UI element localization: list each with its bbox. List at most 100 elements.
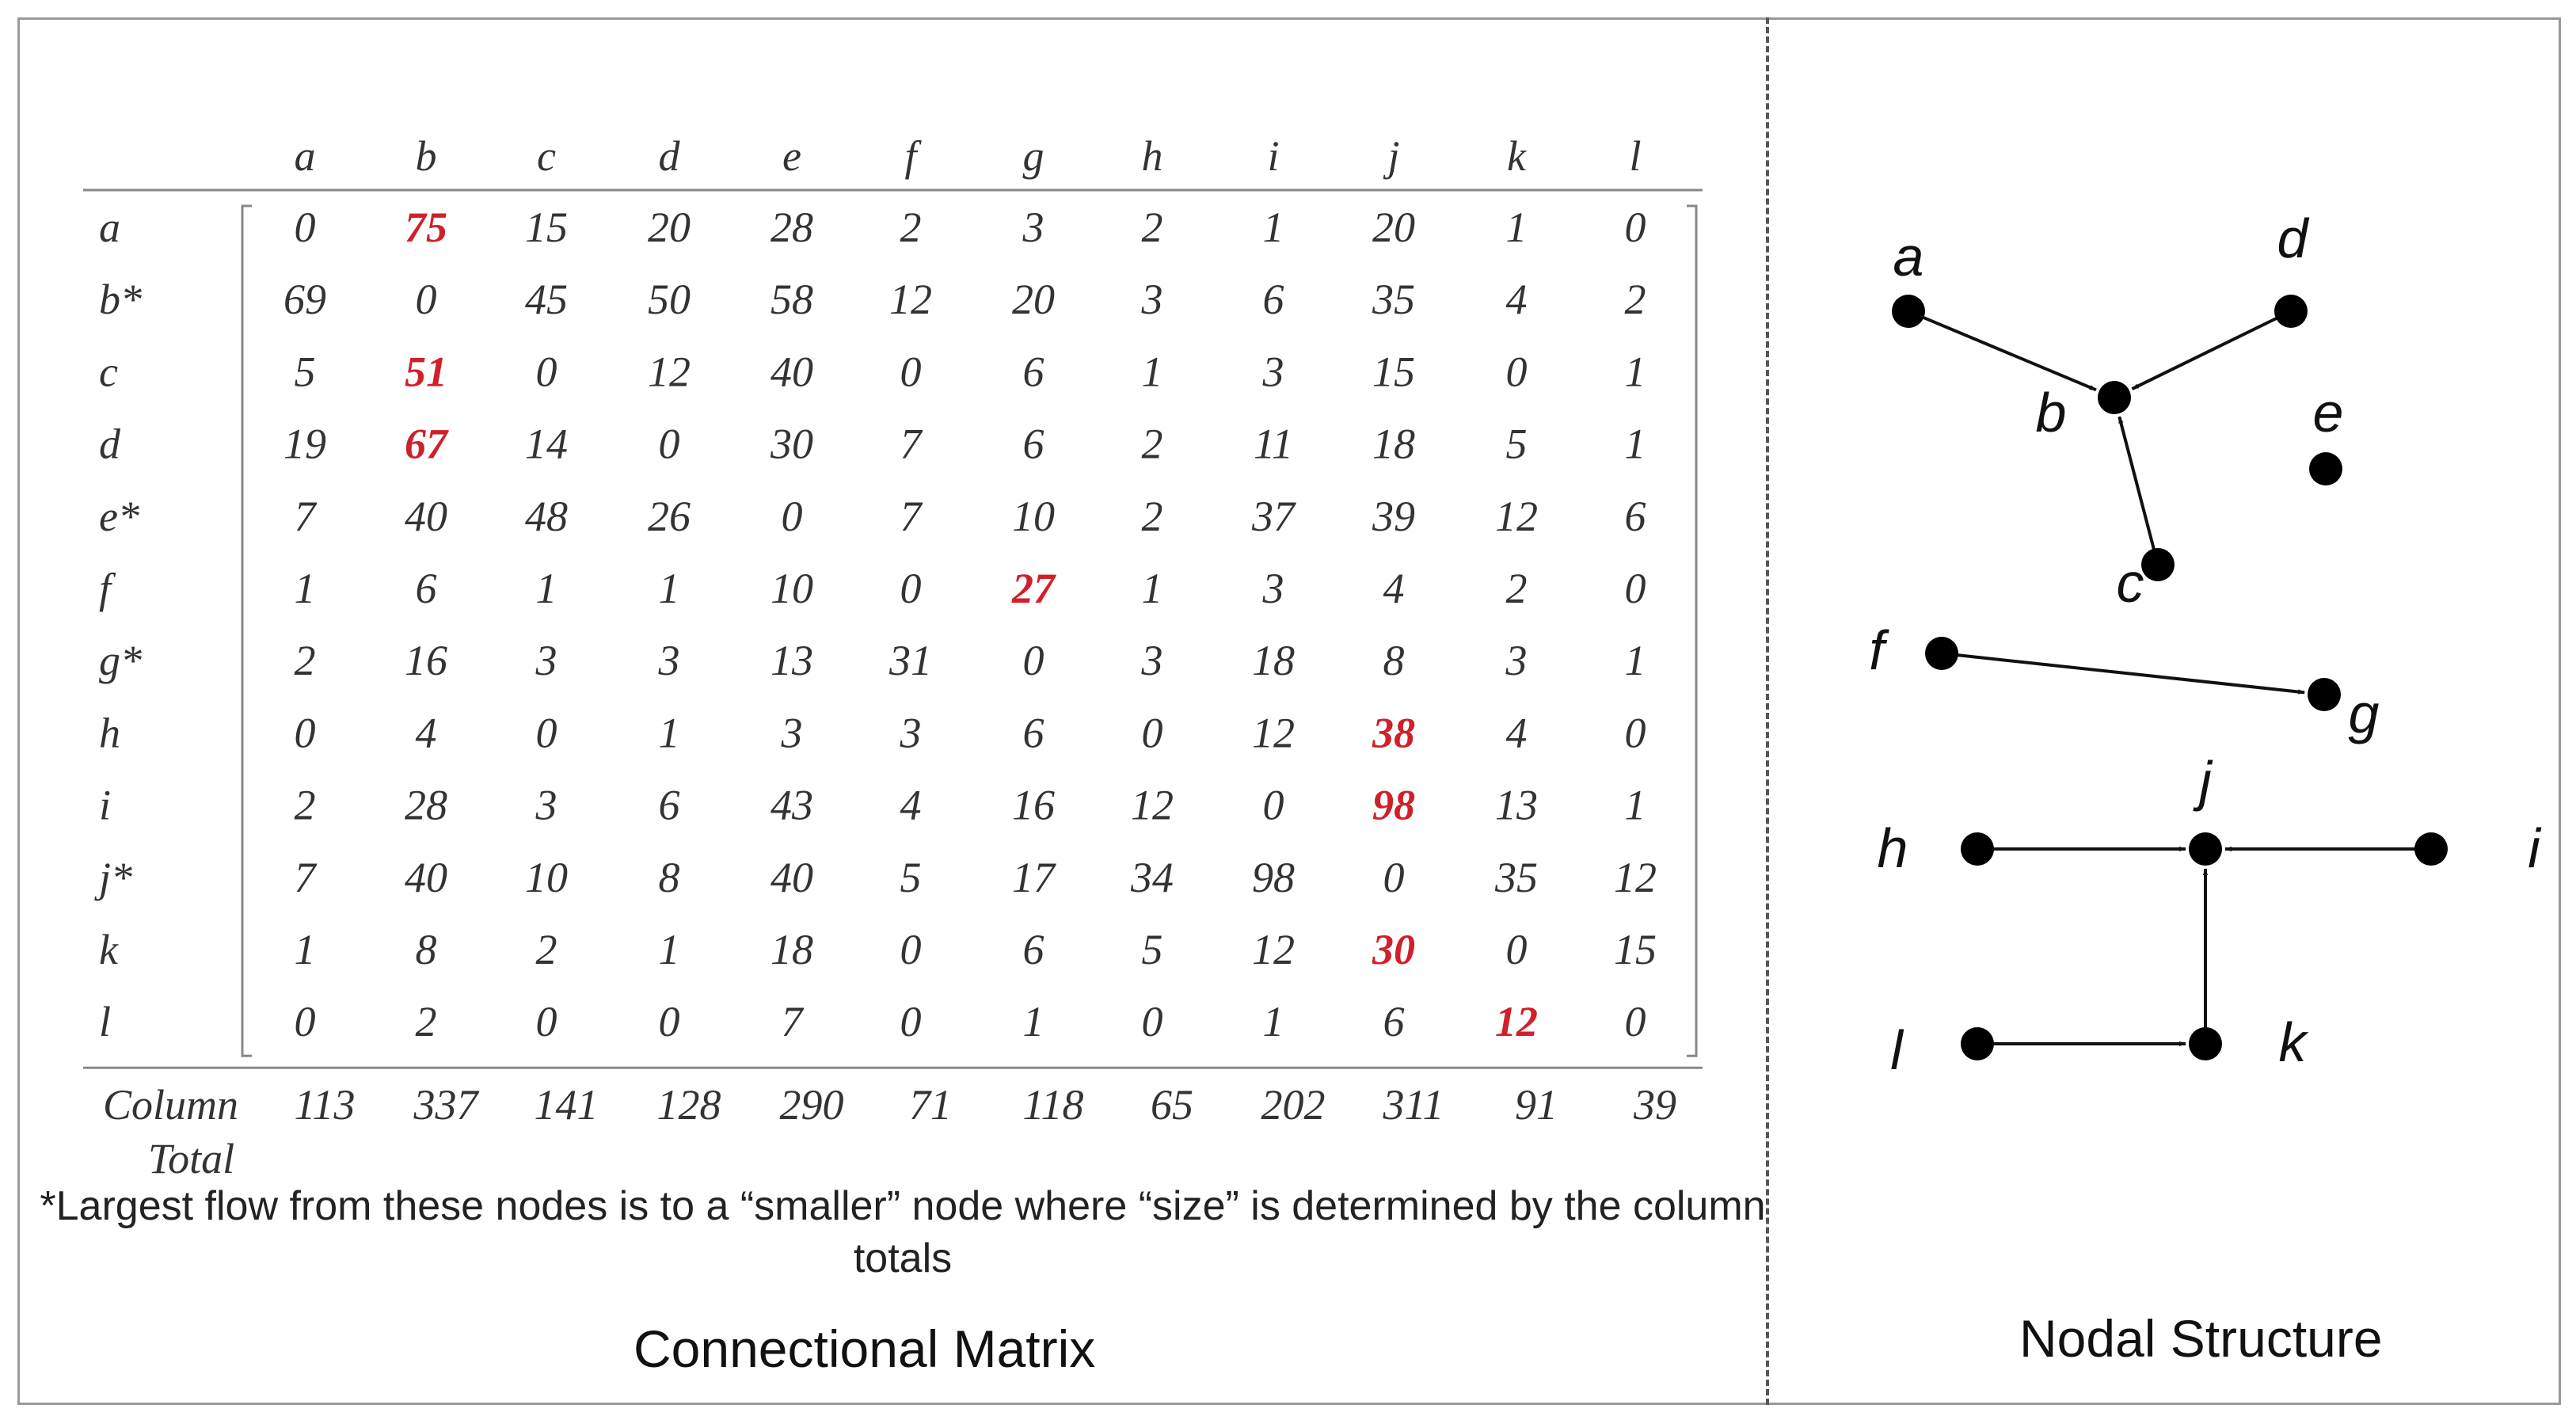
column-header: b: [416, 132, 437, 180]
matrix-cell: 3: [1141, 276, 1163, 323]
matrix-cell: 1: [1263, 998, 1284, 1045]
matrix-cell: 2: [536, 926, 557, 973]
matrix-cell: 30: [770, 421, 813, 468]
totals-label-line1: Column: [103, 1081, 238, 1129]
node-label-l: l: [1890, 1019, 1904, 1081]
matrix-cell: 8: [416, 926, 437, 973]
column-header: i: [1267, 132, 1279, 180]
matrix-cell: 2: [1142, 493, 1163, 540]
matrix-cell: 20: [1012, 276, 1055, 323]
matrix-cell: 0: [659, 421, 680, 468]
matrix-cell: 40: [405, 493, 447, 540]
node-j: [2189, 832, 2222, 866]
matrix-cell: 4: [416, 709, 437, 756]
column-header: h: [1142, 132, 1163, 180]
matrix-cell: 6: [1263, 276, 1284, 323]
matrix-cell: 4: [1383, 565, 1405, 612]
matrix-cell: 34: [1130, 854, 1174, 901]
matrix-cell: 16: [405, 637, 447, 684]
matrix-cell: 1: [1263, 204, 1284, 251]
node-a: [1892, 295, 1925, 328]
matrix-cell: 0: [900, 998, 922, 1045]
matrix-cell: 28: [405, 782, 447, 829]
matrix-cell: 15: [1372, 348, 1415, 395]
matrix-cell: 6: [1383, 998, 1405, 1045]
matrix-cell: 5: [900, 854, 922, 901]
node-c: [2141, 548, 2175, 581]
matrix-cell: 12: [1252, 926, 1295, 973]
node-label-j: j: [2193, 750, 2213, 812]
matrix-cell: 7: [900, 421, 923, 468]
matrix-cell: 37: [1251, 493, 1296, 540]
column-total: 118: [1023, 1081, 1084, 1129]
matrix-cell: 3: [658, 637, 680, 684]
matrix-cell: 3: [1505, 637, 1528, 684]
matrix-cell: 39: [1372, 493, 1415, 540]
matrix-cell: 16: [1012, 782, 1055, 829]
node-label-f: f: [1869, 619, 1889, 681]
column-total: 65: [1151, 1081, 1193, 1129]
matrix-cell: 69: [283, 276, 326, 323]
matrix-cell: 19: [283, 421, 326, 468]
matrix-cell: 43: [771, 782, 813, 829]
node-h: [1961, 832, 1994, 866]
right-panel-title: Nodal Structure: [2019, 1309, 2383, 1368]
matrix-right-bracket: [1687, 204, 1698, 1057]
matrix-cell: 2: [900, 204, 922, 251]
matrix-cell: 0: [295, 998, 316, 1045]
matrix-cell: 2: [295, 782, 316, 829]
matrix-cell-highlighted: 38: [1372, 709, 1415, 756]
edge-a-to-b: [1908, 310, 2097, 392]
matrix-cell: 1: [1625, 782, 1646, 829]
matrix-cell-highlighted: 51: [405, 348, 447, 395]
column-total: 311: [1383, 1081, 1444, 1129]
matrix-cell: 6: [1023, 926, 1044, 973]
matrix-cell: 0: [1625, 565, 1646, 612]
column-header: l: [1629, 132, 1641, 180]
column-header: g: [1023, 132, 1044, 180]
matrix-cell: 3: [535, 782, 557, 829]
matrix-cell: 3: [781, 709, 803, 756]
matrix-cell: 15: [1614, 926, 1657, 973]
matrix-cell-highlighted: 30: [1372, 926, 1415, 973]
matrix-cell: 7: [295, 854, 318, 901]
column-total: 128: [657, 1081, 721, 1129]
node-label-b: b: [2036, 382, 2067, 444]
matrix-cell: 17: [1012, 854, 1056, 901]
node-i: [2414, 832, 2448, 866]
matrix-cell-highlighted: 12: [1495, 998, 1538, 1045]
matrix-cell: 3: [1022, 204, 1044, 251]
footnote: *Largest flow from these nodes is to a “…: [40, 1183, 1766, 1281]
node-g: [2308, 678, 2341, 711]
matrix-cell: 7: [295, 493, 318, 540]
connectional-matrix: a b c d e f g h i j k la 0 75 15 20 28 2 3 2 1 20 1 0b* 69 0 45 50 5…: [83, 132, 1703, 1182]
matrix-cell: 0: [1383, 854, 1405, 901]
matrix-cell: 10: [771, 565, 813, 612]
node-label-d: d: [2277, 207, 2310, 269]
column-total: 290: [780, 1081, 844, 1129]
matrix-cell: 7: [782, 998, 805, 1045]
matrix-cell: 3: [1262, 565, 1284, 612]
matrix-cell: 3: [900, 709, 922, 756]
matrix-cell: 0: [1142, 709, 1163, 756]
matrix-left-bracket: [241, 204, 252, 1057]
matrix-cell: 35: [1494, 854, 1538, 901]
row-label: d: [99, 421, 121, 468]
matrix-cell: 20: [648, 204, 691, 251]
node-label-h: h: [1878, 817, 1908, 879]
matrix-cell: 4: [900, 782, 922, 829]
matrix-cell: 10: [525, 854, 568, 901]
matrix-cell: 0: [900, 926, 922, 973]
matrix-cell: 15: [525, 204, 568, 251]
matrix-cell: 0: [536, 348, 557, 395]
node-k: [2189, 1027, 2222, 1060]
matrix-cell: 20: [1372, 204, 1415, 251]
matrix-cell: 1: [1625, 637, 1646, 684]
edge-f-to-g: [1941, 652, 2306, 695]
matrix-cell: 48: [525, 493, 568, 540]
matrix-cell: 0: [536, 998, 557, 1045]
matrix-cell: 50: [648, 276, 691, 323]
matrix-cell-highlighted: 75: [405, 204, 447, 251]
row-label: a: [99, 204, 120, 251]
matrix-cell: 1: [659, 926, 680, 973]
